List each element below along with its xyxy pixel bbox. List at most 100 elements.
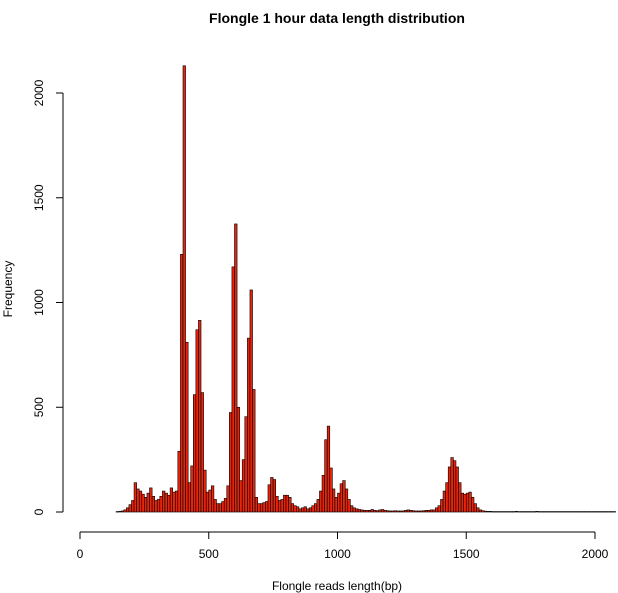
x-tick-label: 2000 — [582, 547, 609, 561]
histogram-bar — [417, 510, 421, 513]
y-ticks: 0 500 1000 1500 2000 — [32, 79, 63, 515]
histogram-bar — [285, 494, 289, 513]
histogram-bar — [424, 510, 428, 513]
histogram-bar — [489, 511, 493, 513]
histogram-bar — [396, 510, 400, 513]
histogram-bar — [332, 488, 336, 513]
histogram-bar — [308, 507, 313, 513]
histogram-bar — [316, 499, 320, 513]
histogram-bar — [465, 492, 470, 513]
histogram-bar — [406, 509, 410, 513]
histogram-bar — [239, 480, 243, 513]
histogram-bar — [352, 507, 356, 513]
histogram-bar — [159, 495, 163, 513]
histogram-bar — [185, 341, 189, 513]
histogram-bar — [208, 489, 212, 513]
histogram-bar — [167, 494, 171, 513]
histogram-bar — [203, 469, 207, 513]
histogram-bar — [151, 495, 155, 513]
histogram-bar — [144, 497, 148, 513]
histogram-bar — [195, 329, 199, 513]
histogram-bar — [146, 492, 150, 513]
histogram-bar — [218, 503, 222, 513]
x-tick-label: 0 — [77, 547, 84, 561]
histogram-bar — [277, 500, 282, 513]
histogram-bar — [174, 490, 179, 513]
histogram-bar — [257, 503, 261, 513]
x-tick-label: 500 — [199, 547, 219, 561]
histogram-bar — [267, 484, 271, 513]
histogram-bar — [393, 510, 398, 513]
histogram-bar — [198, 320, 202, 513]
histogram-bar — [344, 488, 349, 513]
histogram-bar — [370, 509, 374, 513]
histogram-bar — [200, 392, 204, 513]
histogram-bar — [164, 492, 168, 513]
histogram-bar — [440, 499, 444, 513]
x-tick-label: 1500 — [453, 547, 480, 561]
histogram-bar — [419, 510, 423, 513]
histogram-bar — [450, 457, 454, 513]
histogram-bar — [216, 503, 220, 513]
histogram-bar — [280, 499, 284, 513]
histogram-bar — [133, 482, 137, 513]
histogram-bar — [141, 493, 145, 513]
histogram-bar — [445, 482, 449, 513]
histogram-bar — [249, 289, 253, 513]
histogram-bar — [357, 509, 361, 513]
histogram-bar — [386, 510, 390, 513]
histogram-bar — [149, 487, 153, 513]
histogram-bar — [350, 505, 354, 513]
histogram-bar — [162, 490, 166, 513]
histogram-bar — [295, 506, 300, 513]
histogram-bar — [254, 497, 258, 513]
histogram-bar — [283, 494, 287, 513]
histogram-bar — [347, 499, 351, 513]
histogram-bar — [270, 477, 274, 513]
histogram-bar — [118, 511, 122, 513]
histogram-bar — [306, 508, 310, 513]
y-tick-label: 1500 — [32, 184, 46, 211]
histogram-bar — [535, 511, 539, 513]
histogram-bar — [226, 485, 230, 513]
histogram-bar — [156, 499, 161, 513]
histogram-bar — [293, 505, 297, 513]
histogram-bar — [177, 450, 181, 513]
histogram-bar — [391, 510, 395, 513]
histogram-bar — [265, 501, 269, 513]
histogram-bar — [468, 491, 472, 513]
histogram-bars — [115, 65, 616, 513]
histogram-bar — [319, 490, 323, 513]
chart-title: Flongle 1 hour data length distribution — [209, 10, 465, 26]
histogram-bar — [329, 467, 333, 513]
histogram-bar — [455, 466, 459, 513]
histogram-bar — [290, 503, 295, 513]
histogram-bar — [180, 254, 184, 513]
histogram-bar — [213, 499, 217, 513]
histogram-bar — [514, 511, 519, 513]
y-tick-label: 500 — [32, 397, 46, 417]
histogram-bar — [247, 337, 251, 513]
histogram-bar — [378, 509, 382, 513]
histogram-bar — [234, 223, 238, 513]
histogram-bar — [252, 389, 256, 513]
histogram-bar — [231, 266, 235, 513]
histogram-bar — [422, 510, 426, 513]
histogram-bar — [458, 482, 462, 513]
histogram-bar — [339, 483, 343, 513]
histogram-bar — [398, 510, 403, 513]
histogram-bar — [447, 466, 452, 513]
histogram-bar — [169, 487, 174, 513]
histogram-bar — [373, 510, 377, 513]
histogram-bar — [409, 510, 413, 513]
histogram-bar — [427, 510, 431, 513]
histogram-bar — [301, 507, 305, 513]
histogram-bar — [190, 465, 194, 513]
histogram-bar — [311, 505, 315, 513]
histogram-bar — [221, 501, 225, 513]
histogram-bar — [478, 509, 483, 513]
histogram-bar — [453, 460, 457, 513]
histogram-bar — [368, 510, 372, 513]
y-tick-label: 2000 — [32, 79, 46, 106]
histogram-bar — [342, 480, 346, 513]
